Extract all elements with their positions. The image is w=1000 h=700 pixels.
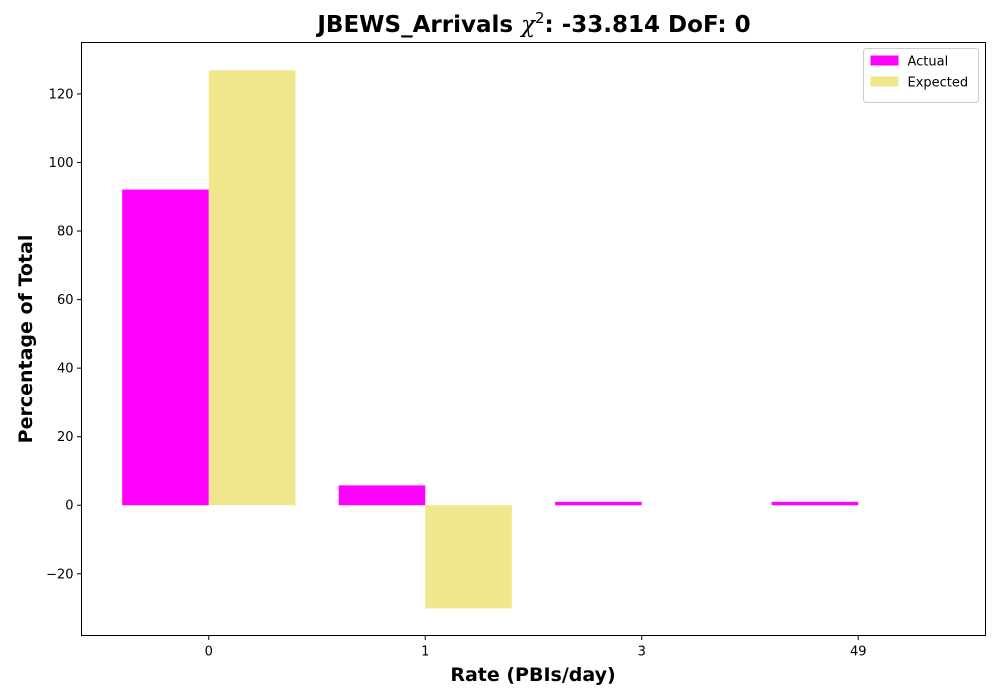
bar-actual-3 xyxy=(555,501,642,506)
chart-title-chi-symbol: χ xyxy=(519,12,537,38)
y-tick-label: 120 xyxy=(49,87,74,102)
y-axis-label: Percentage of Total xyxy=(15,235,37,444)
y-tick-label: 40 xyxy=(57,362,74,377)
x-tick-label: 1 xyxy=(421,645,429,660)
legend-label-expected: Expected xyxy=(908,76,969,91)
bar-expected-0 xyxy=(208,70,296,506)
y-axis: −20 0 20 40 60 80 100 120 xyxy=(46,87,82,582)
x-axis-label: Rate (PBIs/day) xyxy=(450,664,615,686)
y-tick-label: 80 xyxy=(57,225,74,240)
chart-title-prefix: JBEWS_Arrivals xyxy=(315,12,521,38)
legend-swatch-expected xyxy=(870,76,899,87)
legend-label-actual: Actual xyxy=(908,55,949,70)
y-tick-label: −20 xyxy=(46,567,73,582)
bar-expected-1 xyxy=(425,505,512,609)
y-tick-label: 60 xyxy=(57,293,74,308)
bars-layer xyxy=(122,70,859,609)
y-tick-label: 0 xyxy=(65,499,73,514)
plot-frame xyxy=(81,42,986,636)
bar-actual-49 xyxy=(771,501,859,506)
chart-title: JBEWS_Arrivals χ2: -33.814 DoF: 0 xyxy=(315,9,750,38)
chart-title-suffix: : -33.814 DoF: 0 xyxy=(545,12,751,38)
y-tick-label: 20 xyxy=(57,430,74,445)
y-tick-label: 100 xyxy=(49,156,74,171)
chart-title-chi-superscript: 2 xyxy=(535,9,545,27)
bar-actual-0 xyxy=(122,189,209,506)
x-tick-label: 0 xyxy=(205,645,213,660)
legend: Actual Expected xyxy=(863,48,979,103)
bar-actual-1 xyxy=(338,485,426,506)
x-tick-label: 49 xyxy=(850,645,867,660)
x-axis: 0 1 3 49 xyxy=(205,635,867,660)
legend-swatch-actual xyxy=(870,55,899,66)
x-tick-label: 3 xyxy=(638,645,646,660)
